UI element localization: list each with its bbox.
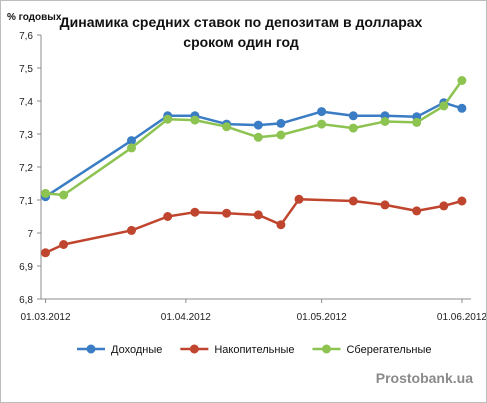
data-point-nakopitelnye (127, 225, 136, 235)
x-tick-label: 01.04.2012 (161, 312, 211, 323)
x-tick-label: 01.06.2012 (437, 312, 486, 323)
data-point-nakopitelnye (59, 240, 69, 249)
y-tick-label: 7,2 (19, 163, 33, 174)
y-tick-label: 7,1 (19, 196, 33, 207)
data-point-sberegatelnye (253, 132, 263, 142)
axes: 6,8 6,9 7 7,1 7,2 7,3 7,4 7,5 7,6 01.03.2012 01.04… (19, 31, 486, 323)
data-point-nakopitelnye (412, 206, 422, 216)
data-point-nakopitelnye (294, 194, 304, 204)
legend-marker-nakopitelnye (189, 344, 199, 354)
data-point-dokhodnye (457, 103, 467, 113)
data-point-dokhodnye (253, 120, 263, 130)
y-tick-label: 7,4 (19, 97, 33, 108)
legend-marker-dokhodnye (86, 344, 96, 354)
data-point-sberegatelnye (59, 190, 69, 200)
data-point-sberegatelnye (457, 76, 467, 85)
series-layer (41, 76, 467, 258)
chart-title-line-2: сроком один год (183, 34, 299, 50)
data-point-nakopitelnye (222, 208, 232, 218)
series-line-dokhodnye (44, 101, 463, 198)
legend-marker-sberegatelnye (321, 344, 331, 354)
y-tick-label: 7,6 (19, 31, 33, 42)
x-tick-label: 01.03.2012 (20, 312, 70, 323)
chart-title-line-1: Динамика средних ставок по депозитам в д… (60, 14, 423, 30)
legend-label-sberegatelnye: Сберегательные (346, 344, 431, 356)
data-point-nakopitelnye (190, 207, 200, 217)
data-point-sberegatelnye (163, 114, 173, 124)
y-tick-label: 7,5 (19, 64, 33, 75)
data-point-sberegatelnye (317, 119, 327, 129)
data-point-dokhodnye (127, 136, 136, 146)
data-point-nakopitelnye (380, 200, 390, 210)
data-point-sberegatelnye (190, 115, 200, 125)
y-tick-label: 7 (27, 229, 33, 240)
y-tick-label: 7,3 (19, 130, 33, 141)
data-point-sberegatelnye (41, 188, 50, 198)
data-point-nakopitelnye (276, 220, 286, 230)
data-point-nakopitelnye (439, 201, 449, 211)
y-axis-label: % годовых (7, 12, 62, 23)
data-point-nakopitelnye (348, 196, 358, 206)
series-line-sberegatelnye (45, 79, 463, 197)
data-point-dokhodnye (276, 118, 286, 128)
legend-label-nakopitelnye: Накопительные (214, 344, 294, 356)
chart-title: Динамика средних ставок по депозитам в д… (60, 14, 423, 50)
data-point-nakopitelnye (457, 196, 467, 206)
data-point-sberegatelnye (222, 122, 232, 132)
series-line-nakopitelnye (44, 198, 463, 254)
data-point-sberegatelnye (127, 143, 136, 153)
y-tick-label: 6,9 (19, 262, 33, 273)
x-tick-label: 01.05.2012 (297, 312, 347, 323)
watermark: Prostobank.ua (376, 370, 473, 386)
data-point-nakopitelnye (41, 248, 50, 258)
y-tick-label: 6,8 (19, 295, 33, 306)
data-point-sberegatelnye (439, 101, 449, 111)
data-point-dokhodnye (317, 107, 327, 117)
data-point-sberegatelnye (380, 117, 390, 126)
data-point-sberegatelnye (412, 117, 422, 127)
data-point-sberegatelnye (276, 130, 286, 140)
legend-label-dokhodnye: Доходные (111, 344, 162, 356)
data-point-nakopitelnye (253, 210, 263, 220)
data-point-nakopitelnye (163, 212, 173, 221)
data-point-dokhodnye (348, 111, 358, 121)
legend: Доходные Накопительные Сберегательные (77, 344, 432, 356)
data-point-sberegatelnye (348, 123, 358, 133)
